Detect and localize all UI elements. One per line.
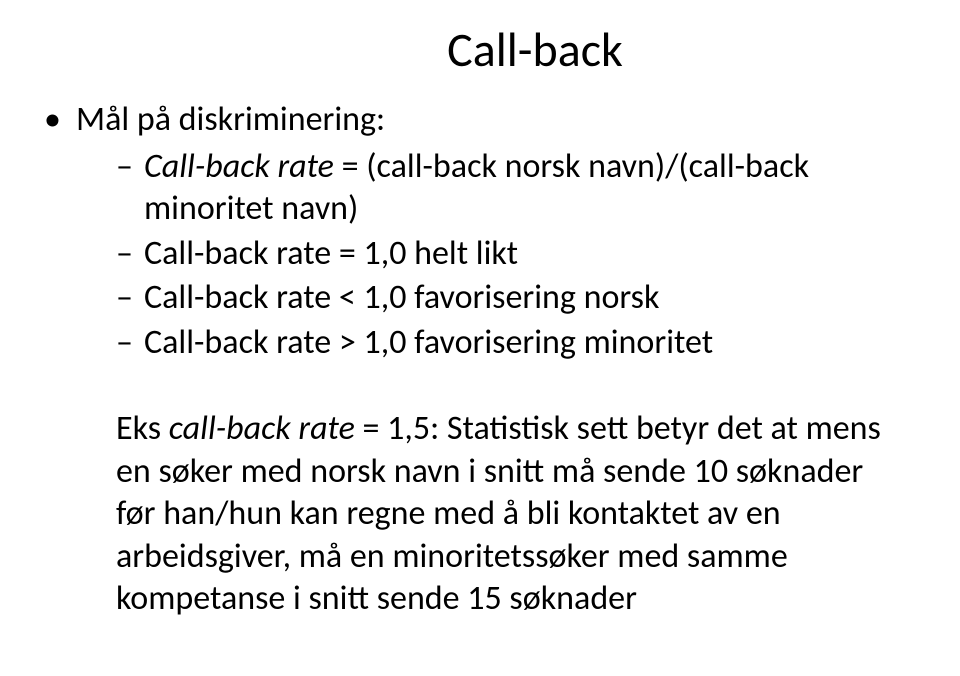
dash-item-definition: Call-back rate = (call-back norsk navn)/… (116, 146, 910, 231)
callback-rate-term: Call-back rate (144, 146, 334, 187)
dash-item-equal: Call-back rate = 1,0 helt likt (116, 233, 910, 276)
example-prefix: Eks (116, 408, 169, 449)
example-italic-term: call-back rate (169, 408, 355, 449)
dash-item-favor-minority: Call-back rate > 1,0 favorisering minori… (116, 322, 910, 365)
main-bullet-list: Mål på diskriminering: Call-back rate = … (40, 99, 910, 364)
dash-list: Call-back rate = (call-back norsk navn)/… (76, 146, 910, 365)
slide-title: Call-back (160, 20, 910, 79)
bullet-item-discrimination: Mål på diskriminering: Call-back rate = … (40, 99, 910, 364)
dash-item-favor-norsk: Call-back rate < 1,0 favorisering norsk (116, 277, 910, 320)
example-paragraph: Eks call-back rate = 1,5: Statistisk set… (40, 408, 910, 621)
bullet-label: Mål på diskriminering: (76, 99, 385, 140)
spacer (40, 366, 910, 408)
